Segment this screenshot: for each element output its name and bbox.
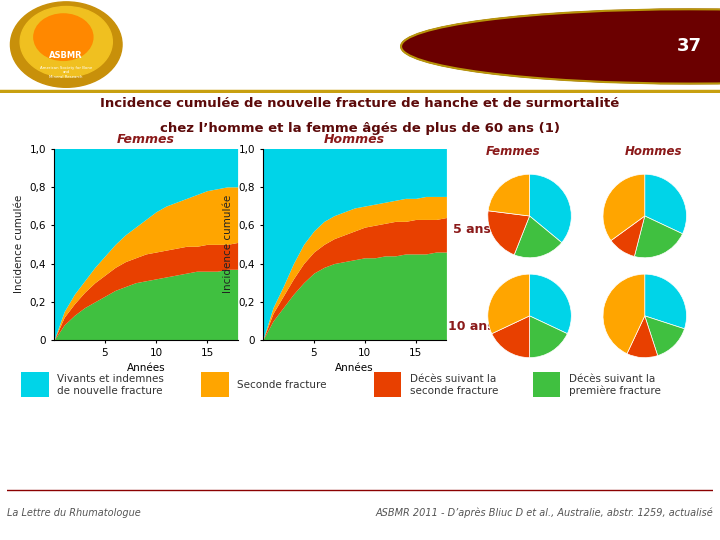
Text: American Society for Bone
and
Mineral Research: American Society for Bone and Mineral Re…: [40, 66, 92, 79]
Text: 10 ans: 10 ans: [449, 320, 495, 333]
Bar: [533, 372, 560, 397]
Text: Ostéoporose : risques: Ostéoporose : risques: [148, 20, 307, 36]
Text: Décès suivant la
première fracture: Décès suivant la première fracture: [569, 374, 661, 396]
Wedge shape: [603, 174, 645, 240]
Text: Incidence cumulée de nouvelle fracture de hanche et de surmortalité: Incidence cumulée de nouvelle fracture d…: [100, 97, 620, 111]
Title: Hommes: Hommes: [324, 133, 385, 146]
Text: Vivants et indemnes
de nouvelle fracture: Vivants et indemnes de nouvelle fracture: [58, 374, 164, 396]
Wedge shape: [488, 174, 530, 216]
Bar: [22, 372, 49, 397]
Text: Hommes: Hommes: [625, 145, 683, 158]
Wedge shape: [529, 274, 571, 334]
Wedge shape: [488, 211, 529, 255]
Wedge shape: [603, 274, 645, 354]
X-axis label: Années: Années: [127, 363, 165, 373]
Bar: [201, 372, 229, 397]
Text: Femmes: Femmes: [485, 145, 540, 158]
Wedge shape: [644, 274, 686, 329]
Wedge shape: [611, 216, 645, 256]
Title: Femmes: Femmes: [117, 133, 175, 146]
Ellipse shape: [34, 14, 93, 60]
X-axis label: Années: Années: [336, 363, 374, 373]
Wedge shape: [627, 316, 657, 357]
Text: Seconde fracture: Seconde fracture: [237, 380, 326, 390]
Text: chez l’homme et la femme âgés de plus de 60 ans (1): chez l’homme et la femme âgés de plus de…: [160, 122, 560, 135]
Text: 5 ans: 5 ans: [453, 223, 490, 236]
Text: ASBMR: ASBMR: [50, 51, 83, 60]
Wedge shape: [488, 274, 530, 334]
Text: 37: 37: [677, 37, 701, 56]
Wedge shape: [529, 316, 567, 357]
Wedge shape: [634, 216, 683, 258]
Bar: [374, 372, 402, 397]
Wedge shape: [514, 216, 562, 258]
Text: La Lettre du Rhumatologue: La Lettre du Rhumatologue: [7, 508, 141, 518]
Wedge shape: [644, 174, 686, 234]
Wedge shape: [645, 316, 685, 356]
Ellipse shape: [10, 2, 122, 87]
Wedge shape: [492, 316, 529, 357]
Wedge shape: [529, 174, 571, 242]
Ellipse shape: [20, 6, 112, 77]
Y-axis label: Incidence cumulée: Incidence cumulée: [14, 195, 24, 293]
Circle shape: [401, 9, 720, 84]
Text: Décès suivant la
seconde fracture: Décès suivant la seconde fracture: [410, 374, 498, 396]
Text: ASBMR 2011 - D’après Bliuc D et al., Australie, abstr. 1259, actualisé: ASBMR 2011 - D’après Bliuc D et al., Aus…: [375, 508, 713, 518]
Y-axis label: Incidence cumulée: Incidence cumulée: [223, 195, 233, 293]
Text: Nouveaux constats: Nouveaux constats: [148, 56, 288, 71]
